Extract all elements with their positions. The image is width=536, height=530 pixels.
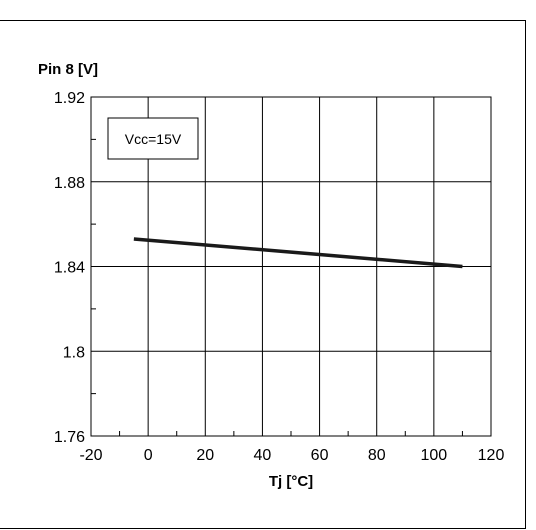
x-tick-label: -20	[79, 447, 102, 464]
series-line	[133, 237, 463, 269]
x-tick-label: 100	[421, 447, 448, 464]
ticks: -20 0 20 40 60 80 100 120 1.76 1.8 1.84 1.88 1.92	[54, 90, 505, 464]
y-tick-label: 1.8	[63, 344, 85, 361]
x-tick-label: 120	[478, 447, 505, 464]
x-axis-title: Tj [°C]	[269, 473, 313, 490]
series	[133, 237, 463, 269]
y-tick-label: 1.92	[54, 90, 85, 107]
x-tick-label: 40	[254, 447, 272, 464]
annotation-box	[107, 117, 199, 160]
plot-area-border	[90, 96, 492, 437]
chart-frame	[0, 20, 526, 529]
y-tick-label: 1.84	[54, 260, 85, 277]
y-tick-label: 1.88	[54, 175, 85, 192]
x-tick-label: 80	[368, 447, 386, 464]
annotation-label: Vcc=15V	[125, 131, 182, 147]
x-tick-label: 60	[311, 447, 329, 464]
y-axis-title: Pin 8 [V]	[38, 61, 98, 78]
x-tick-label: 0	[144, 447, 153, 464]
y-tick-label: 1.76	[54, 429, 85, 446]
x-tick-label: 20	[196, 447, 214, 464]
